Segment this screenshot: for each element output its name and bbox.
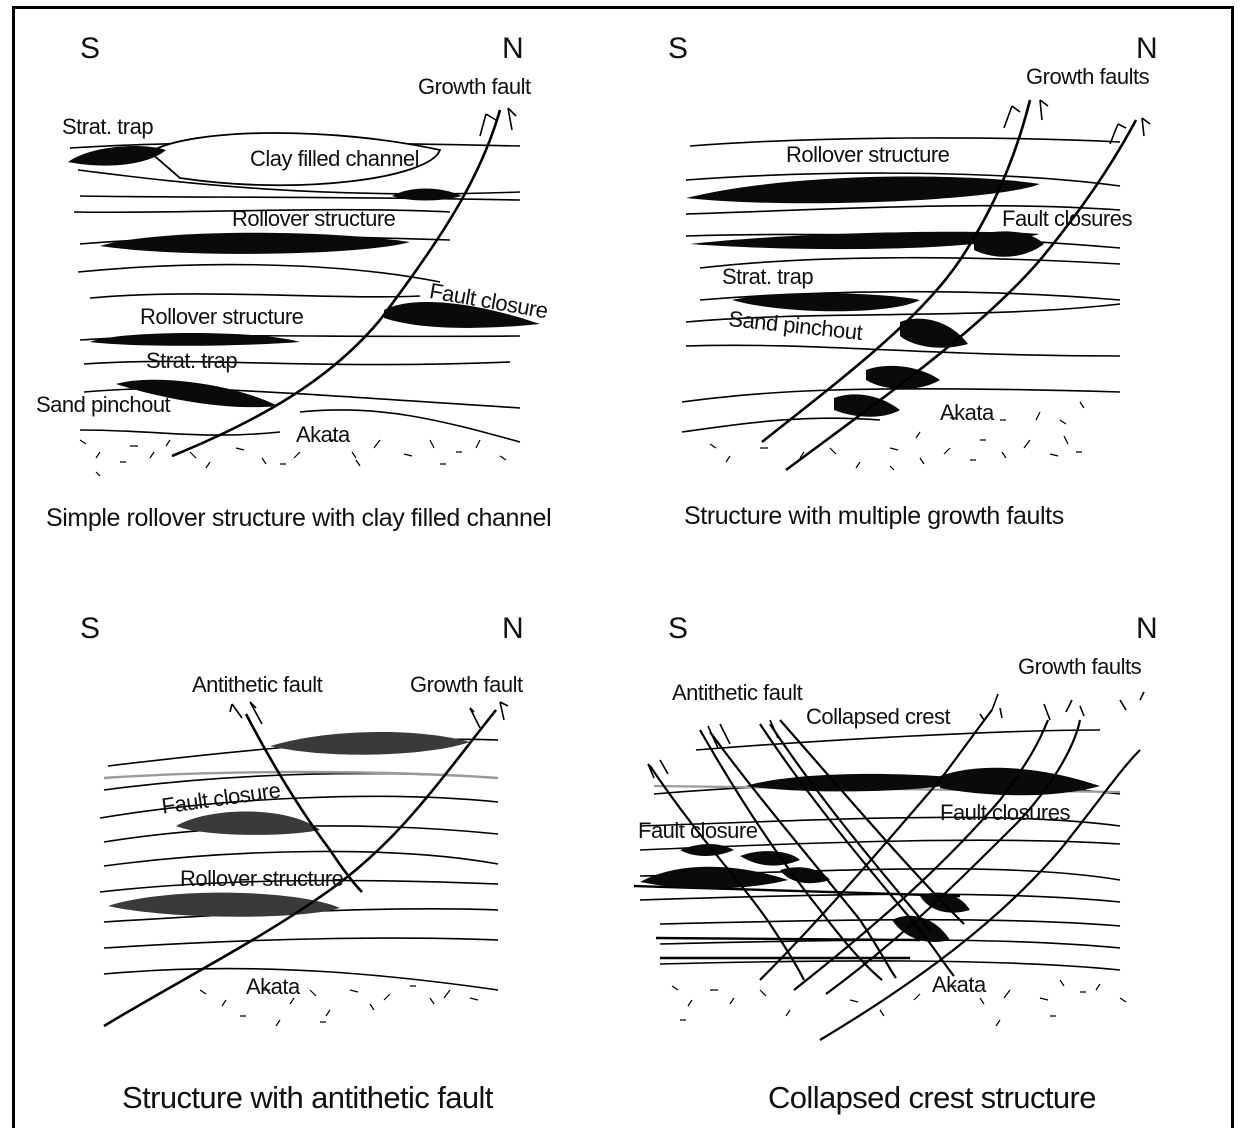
clay-filled-channel-label: Clay filled channel — [250, 146, 420, 171]
collapsed-crest-label: Collapsed crest — [806, 704, 951, 729]
fault-closures-label: Fault closures — [1002, 206, 1132, 231]
rollover-structure-lower-label: Rollover structure — [140, 304, 304, 329]
growth-faults-label: Growth faults — [1018, 654, 1142, 679]
direction-north-label: N — [1136, 612, 1158, 645]
fault-closure-label: Fault closure — [638, 818, 758, 843]
growth-fault-label: Growth fault — [418, 74, 531, 99]
rollover-structure-label: Rollover structure — [786, 142, 950, 167]
direction-south-label: S — [80, 32, 101, 65]
panel-caption: Collapsed crest structure — [768, 1080, 1096, 1115]
strat-trap-label: Strat. trap — [62, 114, 154, 139]
rollover-structure-label: Rollover structure — [180, 866, 344, 891]
rollover-structure-label: Rollover structure — [232, 206, 396, 231]
figure-border — [12, 6, 1234, 1128]
direction-south-label: S — [668, 612, 689, 645]
panel-antithetic-fault-drawing — [99, 701, 509, 1028]
akata-label: Akata — [940, 400, 994, 425]
panel-antithetic-fault: S N Antithetic fault Growth fault Fault … — [0, 580, 620, 1124]
direction-north-label: N — [1136, 32, 1158, 65]
sand-pinchout-label: Sand pinchout — [36, 392, 171, 417]
direction-north-label: N — [502, 32, 524, 65]
panel-multiple-growth-faults-drawing — [681, 99, 1151, 472]
akata-label: Akata — [296, 422, 350, 447]
direction-south-label: S — [80, 612, 101, 645]
panel-simple-rollover: S N Growth fault Strat. trap Clay filled… — [0, 0, 620, 560]
antithetic-fault-label: Antithetic fault — [672, 680, 803, 705]
panel-simple-rollover-drawing — [68, 107, 540, 477]
strat-trap-lower-label: Strat. trap — [146, 348, 238, 373]
panel-collapsed-crest: S N Growth faults Antithetic fault Colla… — [620, 580, 1240, 1124]
growth-faults-label: Growth faults — [1026, 64, 1150, 89]
panel-caption: Structure with antithetic fault — [122, 1080, 493, 1115]
antithetic-fault-label: Antithetic fault — [192, 672, 323, 697]
fault-closures-label: Fault closures — [940, 800, 1070, 825]
growth-fault-label: Growth fault — [410, 672, 523, 697]
direction-south-label: S — [668, 32, 689, 65]
panel-caption: Structure with multiple growth faults — [684, 502, 1064, 530]
strat-trap-label: Strat. trap — [722, 264, 814, 289]
akata-label: Akata — [246, 974, 300, 999]
direction-north-label: N — [502, 612, 524, 645]
panel-multiple-growth-faults: S N Growth faults Rollover structure Fau… — [620, 0, 1240, 560]
panel-collapsed-crest-drawing — [633, 691, 1145, 1041]
panel-caption: Simple rollover structure with clay fill… — [46, 504, 552, 532]
akata-label: Akata — [932, 972, 986, 997]
